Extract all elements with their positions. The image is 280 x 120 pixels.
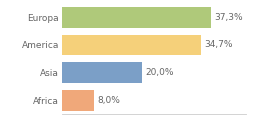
Text: 37,3%: 37,3% (215, 13, 243, 22)
Text: 34,7%: 34,7% (204, 41, 233, 49)
Bar (62, 62, 142, 83)
Text: 8,0%: 8,0% (97, 96, 120, 105)
Bar (62, 7, 211, 28)
Bar (62, 35, 201, 55)
Bar (62, 90, 94, 111)
Text: 20,0%: 20,0% (145, 68, 174, 77)
